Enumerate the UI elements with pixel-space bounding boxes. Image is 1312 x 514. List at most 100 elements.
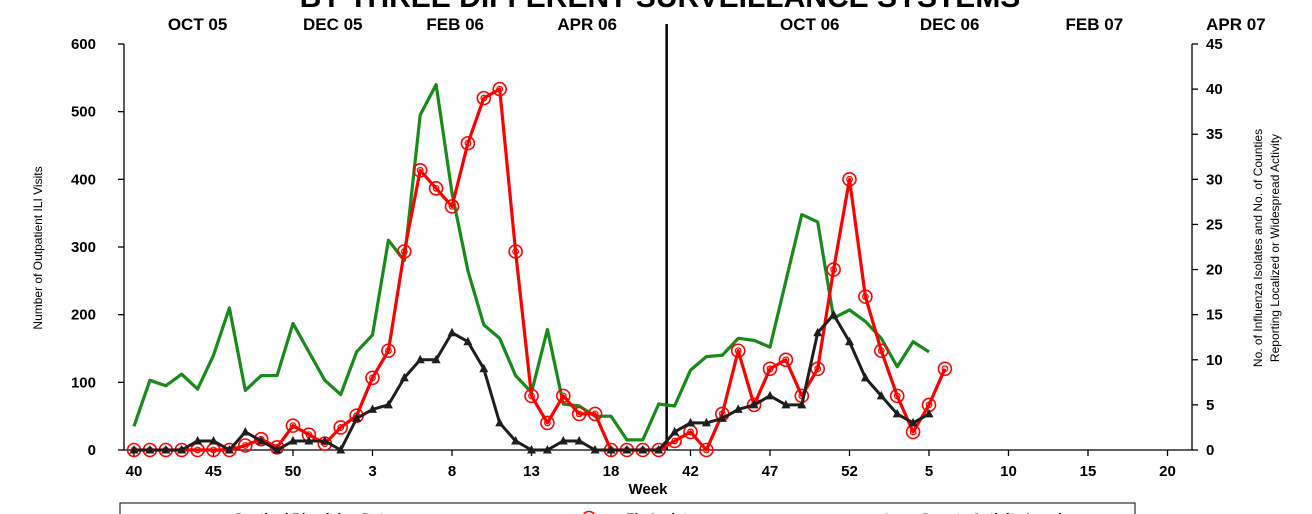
county-activity-point [145,445,155,454]
flu-isolates-point-inner [893,392,901,400]
flu-isolates-point-inner [925,401,933,409]
county-activity-point [638,445,648,454]
flu-isolates-point-inner [528,392,535,400]
county-activity-point [670,426,680,436]
county-activity-point [654,445,664,454]
county-activity-point [320,435,330,445]
flu-isolates-point [412,163,428,178]
flu-isolates-point [444,199,460,214]
county-activity-point [352,413,362,422]
flu-isolates-point-inner [687,428,694,436]
right-axis-label-line2: Reporting Localized or Widespread Activi… [1268,134,1282,362]
x-ticks: 40 45 50 3 8 13 18 42 47 52 5 10 15 20 [126,450,1176,480]
series-flu-isolates [126,81,953,458]
right-y-tick-label: 45 [1206,36,1223,53]
month-label: DEC 05 [303,15,363,34]
x-tick-label: 20 [1159,463,1176,480]
x-tick-label: 13 [523,463,540,480]
flu-isolates-point-inner [830,266,837,273]
legend-marker [582,510,596,514]
county-activity-point [511,435,521,445]
flu-isolates-point [365,370,380,386]
month-label: FEB 06 [426,15,484,34]
county-activity-point [749,399,759,409]
flu-isolates-point-inner [862,293,869,301]
flu-isolates-point [571,406,587,422]
flu-isolates-point-inner [448,202,456,210]
county-activity-point [590,445,600,454]
left-y-tick-label: 0 [88,442,96,459]
flu-isolates-point-inner [241,442,249,449]
flu-isolates-point [508,244,523,259]
month-labels: OCT 05 DEC 05 FEB 06 APR 06 OCT 06 DEC 06 FEB … [168,15,1266,34]
month-label: APR 06 [557,15,617,34]
legend-label: Sentinel Physician Data [234,510,392,514]
right-y-tick-label: 25 [1206,216,1223,233]
flu-isolates-point [253,431,269,447]
flu-isolates-point-inner [464,139,472,147]
left-y-tick-label: 200 [71,307,96,324]
county-activity-point [924,408,934,418]
flu-isolates-point-inner [782,356,790,364]
flu-isolates-point-inner [544,419,551,427]
county-activity-point [622,445,632,454]
county-activity-point [606,445,616,454]
flu-isolates-point [524,388,539,404]
legend-box [119,502,1136,514]
county-activity-point [415,354,425,364]
county-activity-point [813,327,823,337]
county-activity-point [288,435,298,445]
x-tick-label: 52 [841,463,858,480]
county-activity-point [479,363,489,373]
county-activity-point [304,435,314,445]
chart-title: BY THREE DIFFERENT SURVEILLANCE SYSTEMS [300,0,1021,14]
left-y-tick-label: 100 [71,374,96,391]
flu-isolates-point-inner [385,347,392,355]
county-activity-point [781,399,791,409]
flu-isolates-point [858,289,873,304]
county-activity-point [272,445,282,454]
county-activity-point [733,404,743,413]
flu-isolates-point-inner [591,410,599,418]
flu-isolates-point [238,438,253,453]
flu-isolates-point-inner [416,166,424,174]
x-tick-label: 10 [1000,463,1017,480]
legend-label: County Activity Level [920,510,1062,514]
flu-isolates-point [492,81,508,97]
flu-isolates-point [937,361,953,377]
right-y-tick-label: 10 [1206,352,1223,369]
month-label: APR 07 [1206,15,1266,34]
flu-isolates-point [540,415,555,431]
x-tick-label: 18 [603,463,620,480]
county-activity-point [209,435,218,445]
flu-isolates-point-inner [432,184,440,192]
x-tick-label: 42 [682,463,699,480]
right-axis-label-line1: No. of Influenza Isolates and No. of Cou… [1251,129,1265,367]
x-tick-label: 50 [285,463,302,480]
flu-isolates-point-inner [194,446,202,454]
flu-isolates-point [762,361,778,377]
flu-isolates-point [842,172,857,187]
flu-isolates-point [476,90,492,106]
county-activity-point [399,372,409,382]
left-y-tick-label: 600 [71,36,96,53]
left-y-tick-label: 300 [71,239,96,256]
right-y-tick-label: 30 [1206,171,1223,188]
right-y-tick-label: 15 [1206,307,1223,324]
county-activity-point [431,354,441,364]
left-y-tick-label: 400 [71,171,96,188]
flu-isolates-point-inner [496,85,504,93]
flu-isolates-point [889,388,905,404]
flu-isolates-point-inner [941,365,949,373]
flu-isolates-point-inner [766,365,774,373]
flu-isolates-point-inner [559,392,567,400]
left-axis-label: Number of Outpatient ILI Visits [31,166,45,329]
county-activity-point [495,417,505,427]
flu-isolates-point-inner [210,446,217,454]
flu-isolates-point [381,343,396,359]
series-line [134,87,947,452]
county-activity-point [686,417,695,427]
county-activity-point [527,445,536,454]
county-activity-point [463,336,473,346]
